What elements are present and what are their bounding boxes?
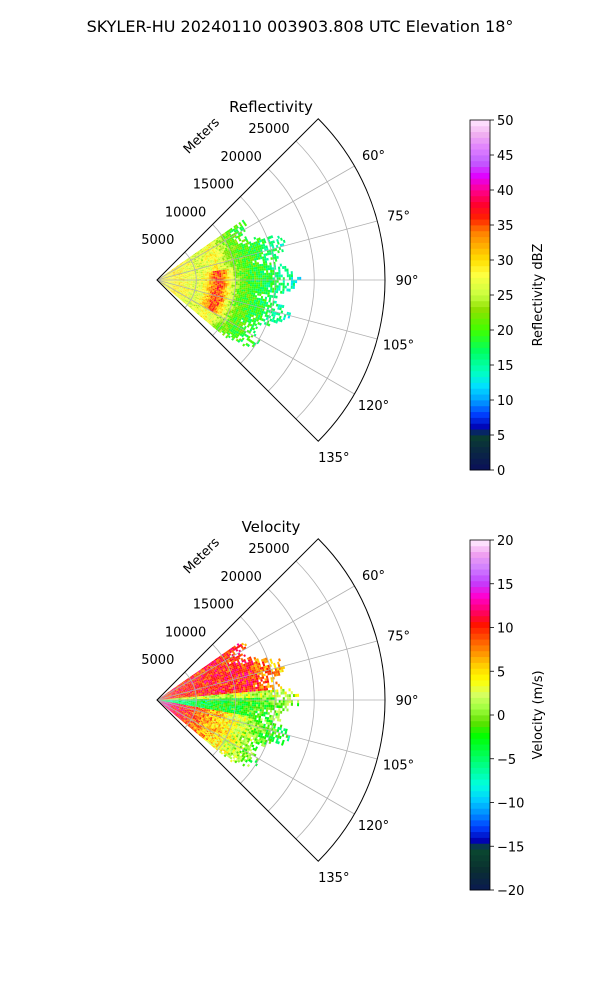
range-tick-label: 25000 — [248, 542, 289, 557]
colorbar-tick-label: 10 — [497, 622, 514, 637]
colorbar-tick-label: 20 — [497, 324, 514, 339]
azimuth-tick-label: 135° — [318, 451, 349, 466]
azimuth-tick-label: 135° — [318, 871, 349, 886]
colorbar-tick-label: 10 — [497, 394, 514, 409]
polar-grid — [156, 140, 385, 420]
colorbar-tick-label: 0 — [497, 709, 505, 724]
colorbar-tick-label: 50 — [497, 114, 514, 129]
figure-suptitle: SKYLER-HU 20240110 003903.808 UTC Elevat… — [87, 17, 514, 36]
azimuth-tick-label: 90° — [395, 274, 418, 289]
colorbar-tick-label: 0 — [497, 464, 505, 479]
reflectivity-colorbar: 0 5 10 15 20 25 30 35 40 45 50 Reflectivity dBZ — [469, 114, 546, 479]
azimuth-tick-label: 75° — [387, 629, 410, 644]
azimuth-tick-label: 105° — [383, 759, 414, 774]
range-tick-label: 15000 — [193, 598, 234, 613]
colorbar-tick-label: 20 — [497, 534, 514, 549]
velocity-title: Velocity — [242, 518, 301, 536]
azimuth-tick-label: 120° — [358, 819, 389, 834]
velocity-colorbar: −20 −15 −10 −5 0 5 10 15 20 Velocity (m/s) — [469, 534, 546, 899]
colorbar-tick-label: 5 — [497, 429, 505, 444]
azimuth-spoke — [156, 279, 355, 395]
azimuth-tick-label: 60° — [362, 149, 385, 164]
colorbar-tick-label: 30 — [497, 254, 514, 269]
azimuth-spoke — [156, 279, 378, 340]
range-tick-label: 10000 — [165, 205, 206, 220]
colorbar-tick-label: 15 — [497, 578, 514, 593]
colorbar-tick-label: 35 — [497, 219, 514, 234]
colorbar-tick-label: 40 — [497, 184, 514, 199]
colorbar-tick-label: 45 — [497, 149, 514, 164]
colorbar-label: Reflectivity dBZ — [531, 244, 546, 347]
azimuth-tick-label: 120° — [358, 399, 389, 414]
azimuth-tick-label: 60° — [362, 569, 385, 584]
polar-grid — [156, 560, 385, 840]
colorbar-tick-label: −15 — [497, 840, 524, 855]
azimuth-spoke — [156, 585, 355, 701]
range-tick-label: 25000 — [248, 122, 289, 137]
range-tick-label: 5000 — [141, 653, 174, 668]
colorbar-tick-label: −5 — [497, 753, 516, 768]
echo-field — [159, 642, 300, 768]
echo-field — [159, 219, 302, 348]
azimuth-spoke — [156, 220, 378, 281]
colorbar-tick-label: 15 — [497, 359, 514, 374]
azimuth-spoke — [156, 699, 355, 815]
reflectivity-panel: Reflectivity 60° 75° 90° 105° 120° 135° 5000 10… — [141, 98, 546, 479]
colorbar-tick-label: −10 — [497, 797, 524, 812]
sector-outline — [156, 118, 386, 442]
azimuth-tick-label: 90° — [395, 694, 418, 709]
azimuth-spoke — [156, 699, 378, 760]
range-tick-label: 10000 — [165, 625, 206, 640]
range-tick-label: 20000 — [221, 570, 262, 585]
sector-outline — [156, 538, 386, 862]
radial-axis-label: Meters — [181, 535, 223, 577]
colorbar-label: Velocity (m/s) — [531, 670, 546, 759]
velocity-sector: 60° 75° 90° 105° 120° 135° 5000 10000 15000 20000… — [141, 535, 418, 886]
velocity-panel: Velocity 60° 75° 90° 105° 120° 135° 5000 10000 1… — [141, 518, 546, 899]
azimuth-spoke — [156, 640, 378, 701]
azimuth-tick-label: 75° — [387, 209, 410, 224]
colorbar-tick-label: 5 — [497, 665, 505, 680]
reflectivity-sector: 60° 75° 90° 105° 120° 135° 5000 10000 15000 20000… — [141, 115, 418, 466]
azimuth-spoke — [156, 165, 355, 281]
range-tick-label: 5000 — [141, 233, 174, 248]
colorbar-tick-label: −20 — [497, 884, 524, 899]
radial-axis-label: Meters — [181, 115, 223, 157]
azimuth-tick-label: 105° — [383, 339, 414, 354]
colorbar-tick-label: 25 — [497, 289, 514, 304]
range-tick-label: 20000 — [221, 150, 262, 165]
range-tick-label: 15000 — [193, 178, 234, 193]
reflectivity-title: Reflectivity — [229, 98, 313, 116]
